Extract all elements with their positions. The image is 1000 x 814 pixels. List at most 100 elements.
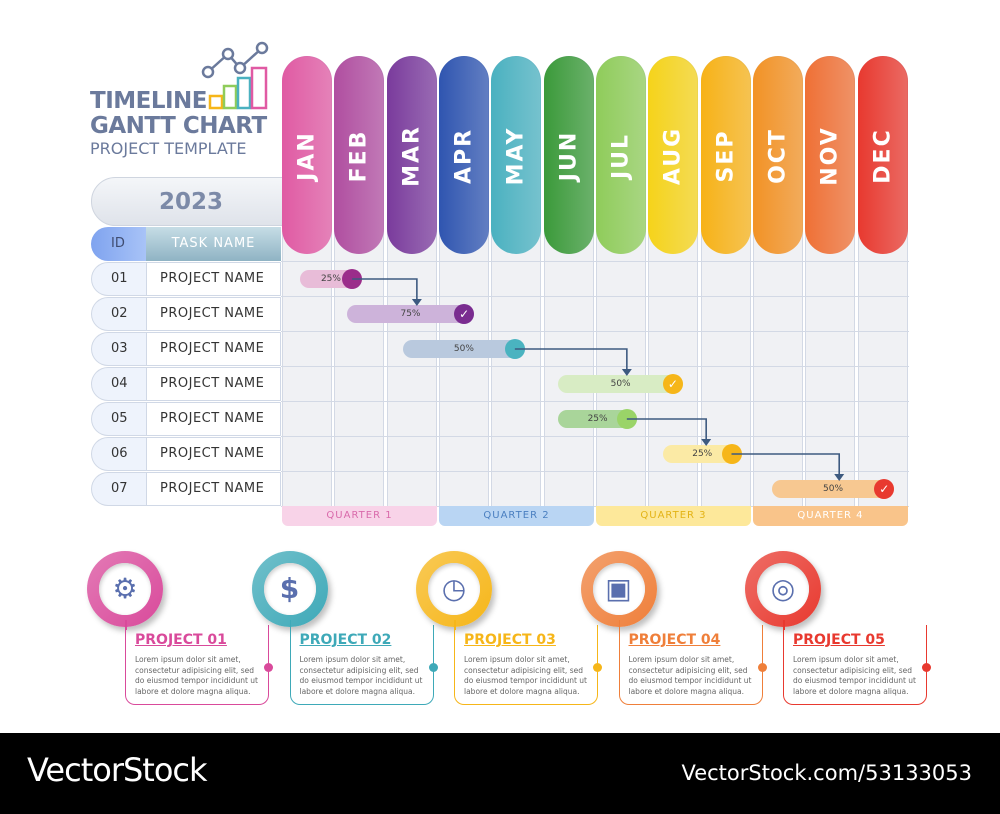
project-card-line bbox=[125, 620, 127, 630]
project-icon-ring: ◎ bbox=[745, 551, 821, 627]
row-name: PROJECT NAME bbox=[146, 472, 281, 506]
month-label: MAR bbox=[399, 125, 425, 187]
task-bar: 50% bbox=[402, 340, 525, 358]
month-header: FEB bbox=[334, 56, 385, 254]
grid-line bbox=[281, 401, 909, 402]
quarter-label: QUARTER 4 bbox=[752, 506, 908, 526]
task-bar: 50% bbox=[558, 375, 683, 393]
month-label: JAN bbox=[294, 131, 320, 181]
quarter-label: QUARTER 3 bbox=[595, 506, 751, 526]
row-id: 06 bbox=[91, 437, 146, 471]
month-header: JAN bbox=[282, 56, 332, 254]
project-description: Lorem ipsum dolor sit amet, consectetur … bbox=[135, 655, 258, 696]
project-description: Lorem ipsum dolor sit amet, consectetur … bbox=[628, 655, 752, 696]
clock-icon: ◷ bbox=[428, 563, 480, 615]
project-dot bbox=[922, 663, 931, 672]
month-header: MAY bbox=[491, 56, 542, 254]
project-dot bbox=[428, 663, 438, 672]
row-id: 01 bbox=[91, 262, 146, 296]
project-title: PROJECT 03 bbox=[464, 632, 556, 648]
row-id: 07 bbox=[91, 472, 146, 506]
footer: VectorStock VectorStock.com/53133053 bbox=[0, 733, 1000, 814]
month-label: MAY bbox=[503, 126, 529, 186]
row-id: 04 bbox=[91, 367, 146, 401]
project-description: Lorem ipsum dolor sit amet, consectetur … bbox=[793, 655, 916, 696]
row-name: PROJECT NAME bbox=[146, 332, 281, 366]
project-icon-ring: ▣ bbox=[580, 551, 657, 627]
project-title: PROJECT 05 bbox=[793, 632, 885, 648]
month-label: JUN bbox=[556, 130, 582, 182]
target-icon: ◎ bbox=[757, 563, 809, 615]
month-header: DEC bbox=[857, 56, 908, 254]
month-header: AUG bbox=[648, 56, 699, 254]
hand-gear-icon: ⚙ bbox=[99, 563, 151, 615]
check-icon: ✓ bbox=[662, 374, 683, 394]
project-icon-ring: ◷ bbox=[416, 551, 492, 627]
title-line1: TIMELINE bbox=[90, 88, 208, 114]
milestone-marker bbox=[342, 269, 363, 289]
grid-line bbox=[281, 506, 909, 507]
month-label: DEC bbox=[870, 128, 896, 184]
month-header: OCT bbox=[752, 56, 803, 254]
grid-line bbox=[281, 366, 909, 367]
month-label: SEP bbox=[713, 129, 739, 183]
month-label: FEB bbox=[346, 129, 372, 183]
project-icon-ring: ⚙ bbox=[87, 551, 163, 627]
row-id: 02 bbox=[91, 297, 146, 331]
row-name: PROJECT NAME bbox=[146, 402, 281, 436]
month-header: JUL bbox=[595, 56, 646, 254]
row-id: 05 bbox=[91, 402, 146, 436]
project-title: PROJECT 04 bbox=[628, 632, 721, 648]
month-label: NOV bbox=[817, 126, 843, 186]
row-name: PROJECT NAME bbox=[146, 262, 281, 296]
grid-line bbox=[281, 261, 909, 262]
project-card-line bbox=[289, 620, 291, 630]
row-name: PROJECT NAME bbox=[146, 437, 281, 471]
footer-brand: VectorStock bbox=[27, 751, 208, 789]
year-label: 2023 bbox=[91, 177, 291, 226]
month-label: JUL bbox=[608, 132, 634, 180]
project-card-line bbox=[454, 620, 456, 630]
task-name-header: TASK NAME bbox=[146, 227, 281, 261]
month-header: MAR bbox=[386, 56, 437, 254]
project-title: PROJECT 01 bbox=[135, 632, 227, 648]
check-icon: ✓ bbox=[454, 304, 475, 324]
title-line2: GANTT CHART bbox=[90, 113, 267, 139]
project-dot bbox=[757, 663, 767, 672]
chart-logo-icon bbox=[201, 41, 269, 110]
quarter-label: QUARTER 1 bbox=[282, 506, 437, 526]
project-icon-ring: $ bbox=[251, 551, 328, 627]
subtitle: PROJECT TEMPLATE bbox=[90, 139, 247, 158]
grid-line bbox=[281, 436, 909, 437]
row-name: PROJECT NAME bbox=[146, 367, 281, 401]
row-id: 03 bbox=[91, 332, 146, 366]
grid-line bbox=[281, 471, 909, 472]
project-card-line bbox=[783, 620, 785, 630]
month-header: APR bbox=[438, 56, 489, 254]
month-header: JUN bbox=[543, 56, 594, 254]
head-dollar-icon: $ bbox=[263, 563, 316, 615]
milestone-marker bbox=[504, 339, 525, 359]
quarter-label: QUARTER 2 bbox=[438, 506, 594, 526]
month-label: APR bbox=[451, 127, 477, 185]
check-icon: ✓ bbox=[874, 479, 895, 499]
project-description: Lorem ipsum dolor sit amet, consectetur … bbox=[299, 655, 423, 696]
month-header: SEP bbox=[700, 56, 751, 254]
milestone-marker bbox=[616, 409, 637, 429]
project-card-line bbox=[618, 620, 620, 630]
briefcase-icon: ▣ bbox=[592, 563, 645, 615]
month-label: AUG bbox=[660, 126, 686, 186]
project-dot bbox=[593, 663, 602, 672]
task-bar: 75% bbox=[346, 305, 475, 323]
grid-line bbox=[281, 331, 909, 332]
month-header: NOV bbox=[805, 56, 856, 254]
task-bar: 50% bbox=[771, 480, 895, 498]
month-label: OCT bbox=[765, 128, 791, 184]
id-header: ID bbox=[91, 227, 146, 261]
row-name: PROJECT NAME bbox=[146, 297, 281, 331]
project-title: PROJECT 02 bbox=[299, 632, 392, 648]
project-dot bbox=[264, 663, 273, 672]
footer-id: VectorStock.com/53133053 bbox=[681, 761, 972, 785]
project-description: Lorem ipsum dolor sit amet, consectetur … bbox=[464, 655, 587, 696]
grid-line bbox=[281, 296, 909, 297]
